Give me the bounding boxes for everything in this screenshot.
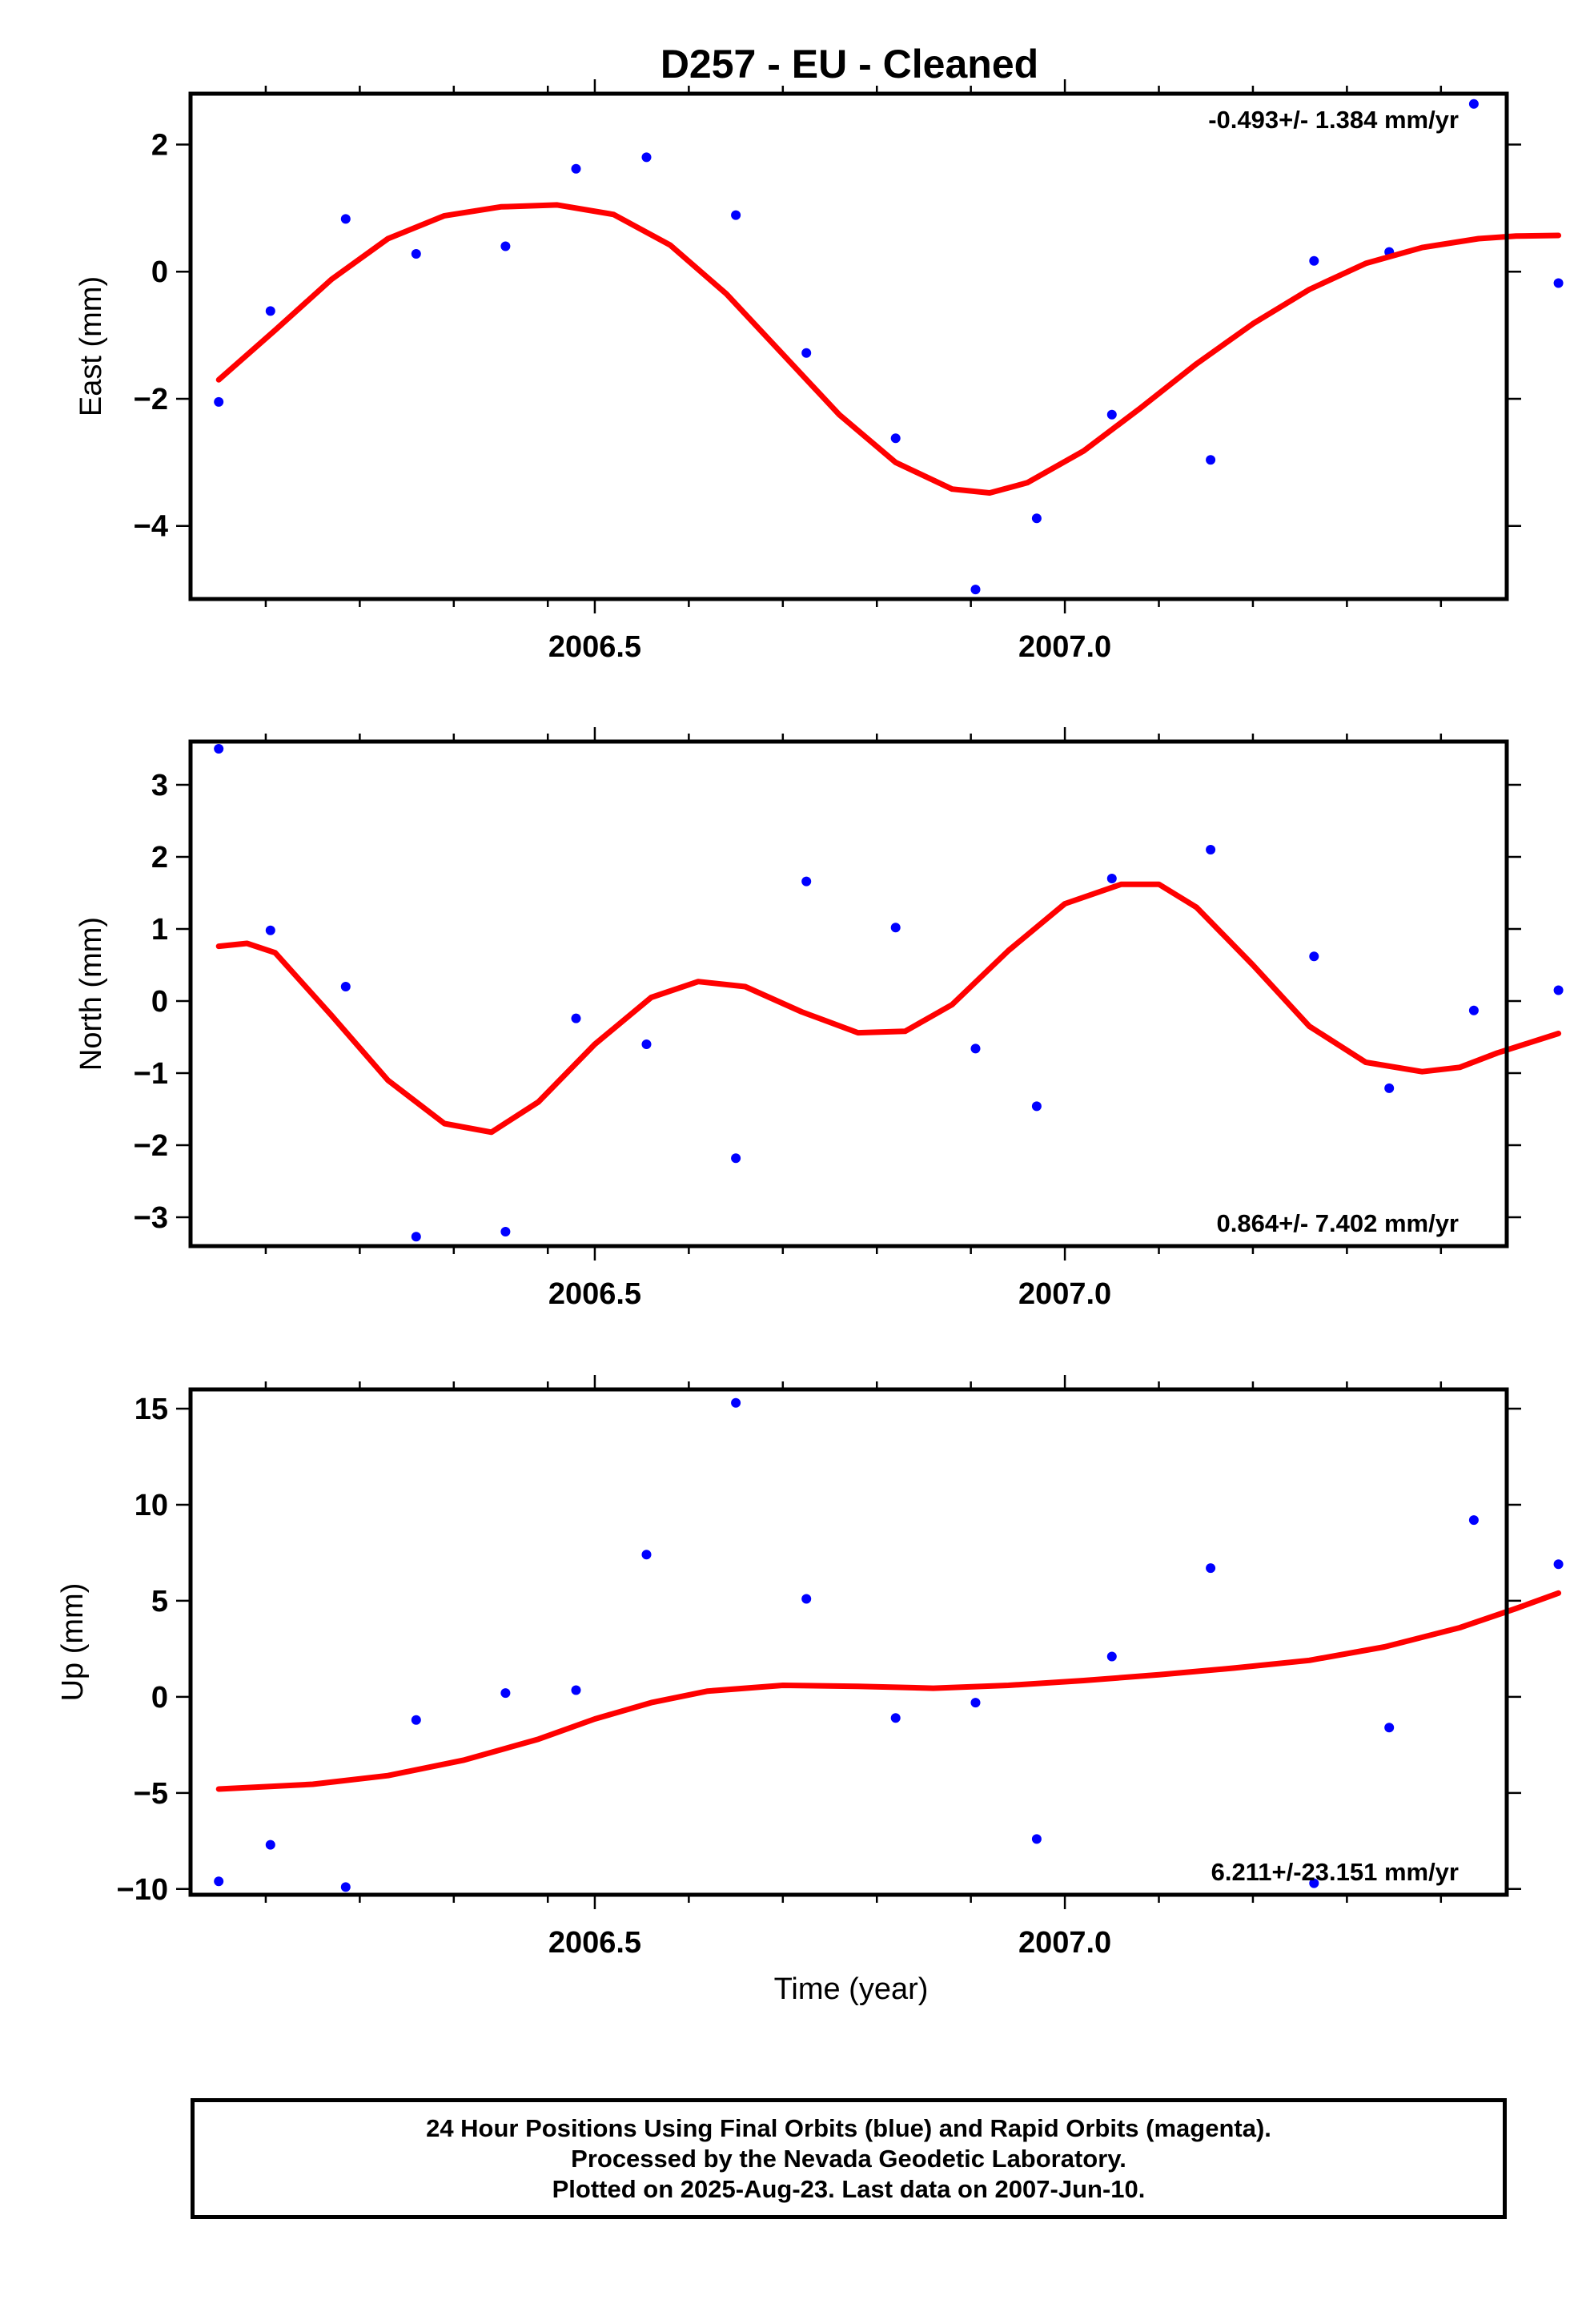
east-rate-label: -0.493+/- 1.384 mm/yr	[1208, 106, 1459, 134]
east-panel: 2006.5 2007.0 −4 −2 0 2 East (mm) -0.493+/- 1.3…	[74, 79, 1564, 664]
east-y-axis-label: East (mm)	[74, 276, 108, 416]
north-data-point	[571, 1013, 581, 1023]
north-data-point	[1031, 1101, 1042, 1112]
up-data-point	[340, 1882, 351, 1892]
up-data-point	[970, 1698, 981, 1708]
north-panel: 2006.5 2007.0 −3 −2 −1 0 1 2 3 North (mm) 0.864+/-…	[74, 727, 1564, 1311]
east-data-point	[571, 163, 581, 174]
north-data-point	[340, 982, 351, 991]
north-data-point	[1553, 985, 1564, 995]
north-y-tick-label: −3	[134, 1201, 168, 1235]
north-fit-line	[215, 881, 1562, 1136]
north-x-tick-label: 2006.5	[548, 1277, 641, 1311]
east-data-point	[1106, 409, 1117, 420]
up-y-tick-label: 15	[135, 1393, 168, 1426]
east-data-point	[340, 214, 351, 224]
east-data-point	[641, 152, 652, 163]
up-data-point	[1309, 1878, 1319, 1888]
up-y-tick-label: 10	[135, 1489, 168, 1522]
north-y-tick-label: 3	[151, 769, 168, 802]
east-fit-line	[215, 202, 1562, 496]
north-data-point	[1309, 951, 1319, 962]
north-y-axis-label: North (mm)	[74, 917, 108, 1071]
north-data-point	[214, 744, 224, 754]
north-data-point	[731, 1153, 741, 1164]
north-data-point	[801, 876, 812, 887]
up-data-point	[641, 1550, 652, 1560]
east-data-point	[265, 306, 275, 316]
up-plot-frame	[188, 1387, 1509, 1897]
north-y-tick-label: −2	[134, 1129, 168, 1163]
north-y-tick-label: −1	[134, 1057, 168, 1091]
up-x-tick-label: 2006.5	[548, 1926, 641, 1960]
footer-line-3: Plotted on 2025-Aug-23. Last data on 200…	[552, 2174, 1146, 2203]
north-data-point	[970, 1043, 981, 1054]
north-data-point	[1206, 845, 1216, 854]
up-y-tick-label: 0	[151, 1681, 168, 1715]
up-fit-line	[215, 1590, 1562, 1792]
north-y-tick-label: 1	[151, 913, 168, 947]
north-x-tick-label: 2007.0	[1018, 1277, 1111, 1311]
east-data-point	[731, 210, 741, 220]
up-data-point	[1384, 1723, 1395, 1733]
east-data-point	[1309, 255, 1319, 266]
east-x-tick-label: 2007.0	[1018, 630, 1111, 664]
north-data-point	[890, 923, 901, 933]
east-y-tick-label: −2	[134, 383, 168, 416]
east-y-tick-label: 0	[151, 255, 168, 289]
up-y-tick-label: −5	[134, 1777, 168, 1811]
east-plot-frame	[188, 91, 1509, 601]
east-data-point	[890, 433, 901, 444]
east-data-point	[1468, 99, 1479, 109]
up-x-tick-label: 2007.0	[1018, 1926, 1111, 1960]
north-data-point	[1106, 874, 1117, 883]
east-data-point	[411, 249, 421, 259]
up-panel: 2006.5 2007.0 −10 −5 0 5 10 15 Up (mm) Time (year…	[56, 1375, 1564, 2006]
up-y-axis-label: Up (mm)	[56, 1583, 90, 1702]
up-data-point	[411, 1715, 421, 1725]
up-data-point	[1468, 1515, 1479, 1526]
up-data-point	[731, 1397, 741, 1408]
footer-line-1: 24 Hour Positions Using Final Orbits (bl…	[426, 2113, 1271, 2142]
east-data-point	[1553, 278, 1564, 288]
east-x-tick-label: 2006.5	[548, 630, 641, 664]
north-data-point	[1468, 1005, 1479, 1015]
up-data-point	[500, 1688, 511, 1699]
up-data-point	[265, 1839, 275, 1850]
up-data-point	[1553, 1559, 1564, 1570]
footer-box: 24 Hour Positions Using Final Orbits (bl…	[191, 2098, 1507, 2219]
north-data-point	[265, 925, 275, 935]
north-rate-label: 0.864+/- 7.402 mm/yr	[1217, 1209, 1459, 1237]
up-data-point	[571, 1685, 581, 1695]
north-plot-frame	[188, 739, 1509, 1248]
up-rate-label: 6.211+/-23.151 mm/yr	[1211, 1858, 1459, 1886]
up-data-point	[890, 1713, 901, 1723]
chart-title: D257 - EU - Cleaned	[661, 42, 1038, 86]
up-x-axis-label: Time (year)	[774, 1972, 929, 2006]
east-data-point	[801, 348, 812, 358]
north-data-point	[641, 1039, 652, 1049]
up-data-point	[1106, 1651, 1117, 1662]
up-data-point	[801, 1594, 812, 1604]
east-y-tick-label: −4	[134, 510, 168, 544]
east-data-point	[500, 241, 511, 251]
east-y-tick-label: 2	[151, 128, 168, 162]
north-data-point	[411, 1232, 421, 1242]
footer-line-2: Processed by the Nevada Geodetic Laborat…	[571, 2144, 1126, 2173]
up-y-tick-label: −10	[117, 1873, 168, 1907]
up-y-tick-label: 5	[151, 1585, 168, 1618]
up-data-point	[214, 1876, 224, 1887]
east-data-point	[214, 396, 224, 407]
north-y-tick-label: 0	[151, 985, 168, 1019]
north-data-point	[1384, 1083, 1395, 1093]
north-data-point	[500, 1227, 511, 1236]
east-data-point	[1206, 455, 1216, 465]
east-data-point	[970, 585, 981, 595]
east-data-point	[1031, 513, 1042, 524]
up-data-point	[1031, 1834, 1042, 1844]
north-y-tick-label: 2	[151, 841, 168, 875]
up-data-point	[1206, 1563, 1216, 1574]
